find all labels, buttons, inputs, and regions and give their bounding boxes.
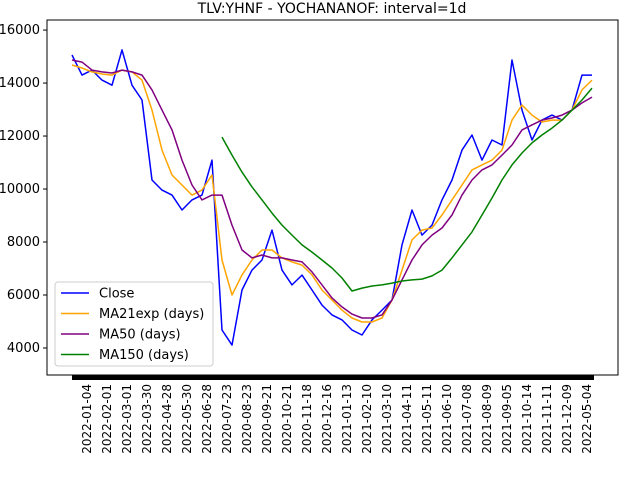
series-line bbox=[221, 87, 593, 292]
x-tick-label: 2021-03-10 bbox=[380, 384, 394, 454]
x-tick-label: 2022-04-28 bbox=[160, 384, 174, 454]
y-tick-label: 14000 bbox=[0, 76, 40, 91]
series-line bbox=[71, 59, 593, 319]
legend-label: MA21exp (days) bbox=[99, 307, 204, 322]
x-tick-label: 2021-12-09 bbox=[560, 384, 574, 454]
y-tick-label: 4000 bbox=[7, 341, 40, 356]
x-tick-label: 2020-11-18 bbox=[300, 384, 314, 454]
x-tick-label: 2021-11-11 bbox=[540, 384, 554, 454]
x-tick-label: 2021-07-08 bbox=[460, 384, 474, 454]
x-tick-label: 2020-08-23 bbox=[240, 384, 254, 454]
x-tick-label: 2022-03-30 bbox=[140, 384, 154, 454]
x-tick-label: 2022-03-01 bbox=[120, 384, 134, 454]
series-line bbox=[71, 64, 593, 323]
x-tick-label: 2021-01-13 bbox=[340, 384, 354, 454]
legend-box bbox=[54, 281, 214, 367]
x-tick-label: 2022-01-04 bbox=[80, 384, 94, 454]
chart-title: TLV:YHNF - YOCHANANOF: interval=1d bbox=[197, 1, 467, 17]
legend: Close MA21exp (days) MA50 (days) MA150 (day… bbox=[54, 281, 214, 367]
x-tick-label: 2021-08-09 bbox=[480, 384, 494, 454]
x-tick-label: 2021-10-14 bbox=[520, 384, 534, 454]
x-tick-label: 2021-06-10 bbox=[440, 384, 454, 454]
x-tick-label: 2021-09-05 bbox=[500, 384, 514, 454]
x-tick-label: 2022-05-04 bbox=[580, 384, 594, 454]
y-tick-label: 6000 bbox=[7, 288, 40, 303]
plot-frame bbox=[46, 19, 619, 376]
x-tick-label: 2021-04-11 bbox=[400, 384, 414, 454]
legend-label: MA150 (days) bbox=[99, 348, 189, 363]
y-tick-label: 10000 bbox=[0, 182, 40, 197]
y-tick-label: 12000 bbox=[0, 129, 40, 144]
x-tick-label: 2022-05-30 bbox=[180, 384, 194, 454]
x-tick-label: 2020-09-21 bbox=[260, 384, 274, 454]
y-tick-label: 8000 bbox=[7, 235, 40, 250]
series-line bbox=[71, 49, 592, 346]
x-tick-label: 2020-12-16 bbox=[320, 384, 334, 454]
x-tick-label: 2022-02-01 bbox=[100, 384, 114, 454]
x-tick-label: 2021-02-10 bbox=[360, 384, 374, 454]
legend-label: MA50 (days) bbox=[99, 328, 181, 343]
legend-label: Close bbox=[99, 287, 134, 302]
x-tick-label: 2022-06-28 bbox=[200, 384, 214, 454]
x-tick-label: 2020-10-21 bbox=[280, 384, 294, 454]
x-tick-label: 2020-07-23 bbox=[220, 384, 234, 454]
x-tick-label: 2021-05-11 bbox=[420, 384, 434, 454]
y-tick-label: 16000 bbox=[0, 23, 40, 38]
x-tick-band bbox=[72, 375, 594, 380]
